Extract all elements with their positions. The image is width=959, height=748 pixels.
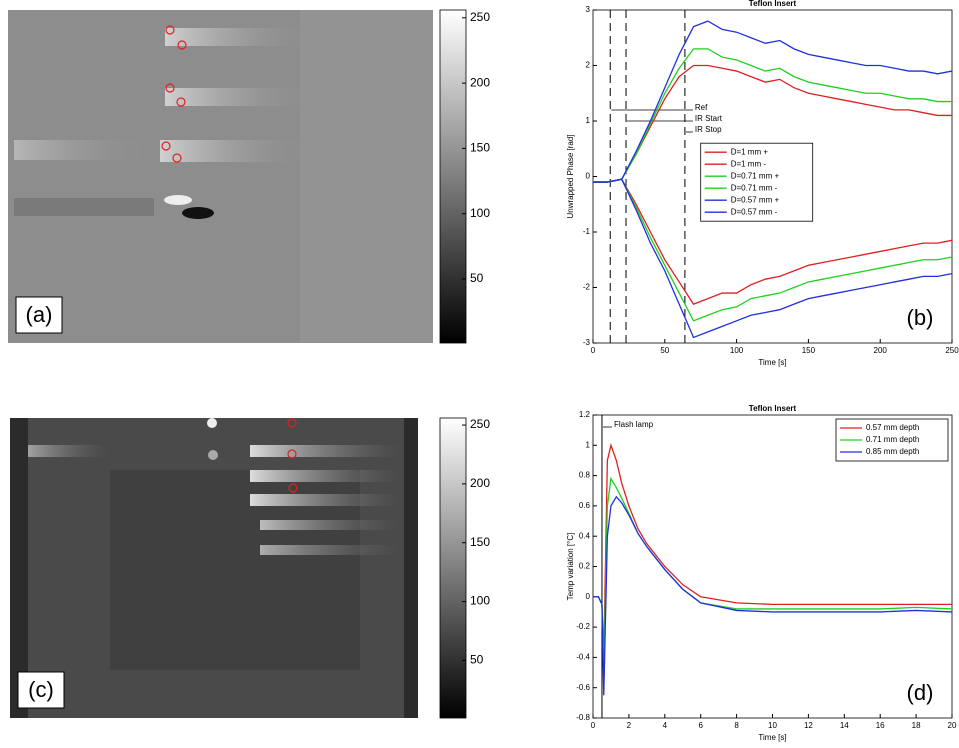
series-line: [593, 178, 953, 305]
annotation-text: IR Start: [695, 114, 723, 123]
panel-label: (b): [907, 305, 934, 330]
panel-label-box: [17, 671, 65, 709]
legend-label: D=1 mm +: [731, 147, 769, 156]
legend-box: [700, 142, 814, 222]
legend-label: D=0.71 mm -: [731, 183, 778, 192]
y-tick-label: -3: [583, 338, 591, 347]
legend-label: 0.57 mm depth: [866, 423, 919, 432]
x-tick-label: 0: [591, 346, 596, 355]
x-tick-label: 50: [660, 346, 669, 355]
x-tick-label: 8: [734, 721, 739, 730]
x-tick-label: 150: [802, 346, 816, 355]
x-tick-label: 10: [768, 721, 777, 730]
panel-label: (d): [907, 680, 934, 705]
y-tick-label: -0.4: [576, 653, 590, 662]
colorbar-tick-label: 50: [470, 653, 484, 667]
x-tick-label: 14: [840, 721, 849, 730]
y-tick-label: 1.2: [579, 410, 591, 419]
annotation-text: Flash lamp: [614, 420, 654, 429]
colorbar-tick-label: 100: [470, 206, 490, 220]
y-tick-label: 0.4: [579, 531, 591, 540]
colorbar-tick-label: 250: [470, 10, 490, 24]
y-tick-label: 0.2: [579, 562, 591, 571]
colorbar-tick-label: 150: [470, 141, 490, 155]
y-tick-label: 0.6: [579, 501, 591, 510]
x-axis-label: Time [s]: [758, 733, 786, 742]
y-tick-label: 0: [586, 592, 591, 601]
x-tick-label: 4: [663, 721, 668, 730]
legend-label: 0.85 mm depth: [866, 447, 919, 456]
x-tick-label: 100: [730, 346, 744, 355]
chart-title: Teflon Insert: [749, 404, 797, 413]
y-tick-label: -2: [583, 283, 591, 292]
plot-area: [592, 414, 953, 719]
series-line: [593, 20, 953, 183]
y-tick-label: -0.2: [576, 622, 590, 631]
y-tick-label: 0.8: [579, 471, 591, 480]
image-a: [8, 10, 433, 343]
colorbar-tick-label: 200: [470, 476, 490, 490]
y-axis-label: Temp variation [°C]: [566, 533, 575, 601]
y-tick-label: 0: [586, 172, 591, 181]
annotation-text: Ref: [695, 103, 708, 112]
series-line: [593, 178, 953, 339]
panel-label-box: [897, 678, 943, 710]
series-line: [593, 178, 953, 322]
chart-title: Teflon Insert: [749, 0, 797, 8]
x-tick-label: 20: [948, 721, 957, 730]
x-tick-label: 18: [912, 721, 921, 730]
legend-label: D=0.57 mm -: [731, 207, 778, 216]
x-tick-label: 12: [804, 721, 813, 730]
panel-label: (a): [26, 302, 53, 327]
x-tick-label: 2: [627, 721, 632, 730]
y-tick-label: -1: [583, 227, 591, 236]
colorbar: [439, 417, 467, 719]
colorbar-tick-label: 150: [470, 535, 490, 549]
legend-label: 0.71 mm depth: [866, 435, 919, 444]
y-tick-label: 1: [586, 116, 591, 125]
series-line: [593, 48, 952, 183]
legend-label: D=1 mm -: [731, 159, 767, 168]
x-tick-label: 6: [698, 721, 703, 730]
image-c: [10, 418, 418, 718]
panel-label-box: [15, 296, 63, 334]
x-tick-label: 200: [874, 346, 888, 355]
x-tick-label: 16: [876, 721, 885, 730]
annotation-text: IR Stop: [695, 125, 722, 134]
colorbar-tick-label: 250: [470, 417, 490, 431]
y-tick-label: -0.6: [576, 683, 590, 692]
series-line: [593, 64, 952, 183]
y-tick-label: 3: [586, 5, 591, 14]
y-axis-label: Unwrapped Phase [rad]: [566, 134, 575, 218]
y-tick-label: 1: [586, 440, 591, 449]
panel-label: (c): [28, 677, 54, 702]
y-tick-label: -0.8: [576, 713, 590, 722]
y-tick-label: 2: [586, 61, 591, 70]
legend-label: D=0.57 mm +: [731, 195, 780, 204]
legend-label: D=0.71 mm +: [731, 171, 780, 180]
x-tick-label: 250: [945, 346, 959, 355]
x-axis-label: Time [s]: [758, 358, 786, 367]
x-tick-label: 0: [591, 721, 596, 730]
series-line: [593, 495, 953, 696]
colorbar-tick-label: 100: [470, 594, 490, 608]
colorbar: [439, 9, 467, 344]
colorbar-tick-label: 50: [470, 271, 484, 285]
colorbar-tick-label: 200: [470, 75, 490, 89]
panel-label-box: [897, 303, 943, 335]
